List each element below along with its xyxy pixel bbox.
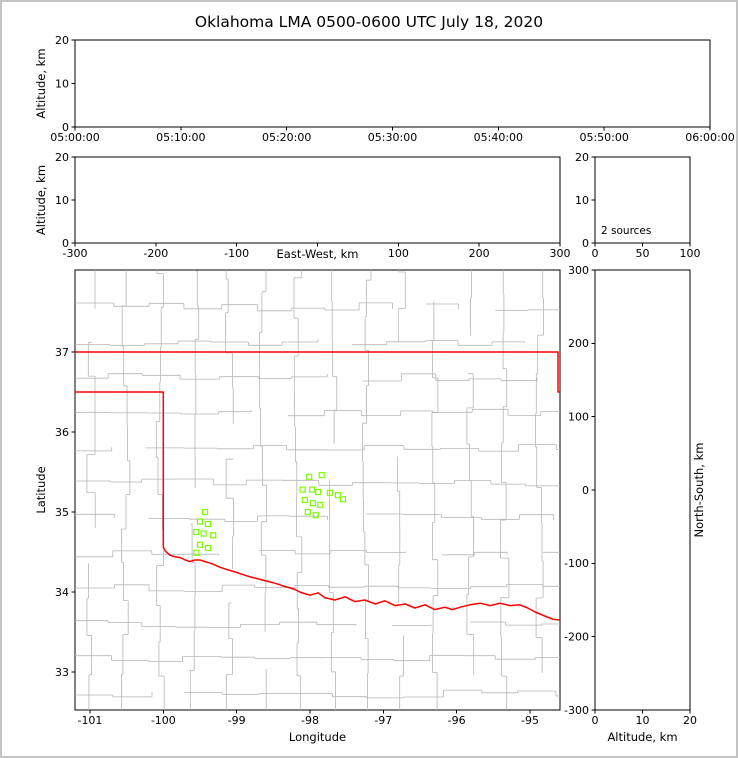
x-tick-label: 06:00:00 (685, 131, 734, 144)
county-boundaries (75, 270, 560, 710)
lma-station-marker (317, 501, 324, 508)
x-axis-label: Altitude, km (607, 730, 677, 744)
lma-station-marker (309, 486, 316, 493)
x-tick-label: 200 (469, 247, 490, 260)
lma-station-marker (326, 489, 333, 496)
x-tick-label: -98 (301, 714, 319, 727)
x-tick-label: 0 (592, 247, 599, 260)
y-tick-label: 20 (575, 151, 589, 164)
lma-station-marker (306, 473, 313, 480)
y-tick-label: 10 (55, 77, 69, 90)
x-axis-label: East-West, km (277, 247, 359, 261)
y-tick-label: 0 (582, 237, 589, 250)
lma-station-marker (301, 496, 308, 504)
y-tick-label: 0 (62, 121, 69, 134)
y-tick-label: -300 (564, 704, 589, 717)
lma-station-marker (193, 528, 200, 536)
lma-station-marker (315, 488, 322, 496)
y-tick-label: 10 (55, 194, 69, 207)
lma-station-marker (339, 496, 347, 503)
x-tick-label: 05:30:00 (368, 131, 417, 144)
figure-title: Oklahoma LMA 0500-0600 UTC July 18, 2020 (195, 13, 543, 31)
panel-border (74, 269, 561, 711)
source-count-annotation: 2 sources (601, 225, 651, 237)
x-tick-label: 05:10:00 (156, 131, 205, 144)
x-tick-label: -200 (143, 247, 168, 260)
x-tick-label: 100 (680, 247, 701, 260)
lma-station-marker (318, 472, 325, 479)
north-south-height-panel: 0 10 20 300 200 100 0 -100 -200 -300 Altitude, km N… (564, 264, 706, 744)
y-tick-label: 36 (55, 426, 69, 439)
y-tick-label: 20 (55, 34, 69, 47)
lma-station-marker (304, 508, 311, 516)
x-tick-label: 10 (636, 714, 650, 727)
panel-border (74, 156, 561, 244)
lma-station-marker (196, 541, 204, 548)
y-tick-label: 37 (55, 346, 69, 359)
y-tick-label: 300 (568, 264, 589, 277)
panel-border (74, 39, 711, 128)
x-tick-label: 100 (388, 247, 409, 260)
time-height-panel: 05:00:00 05:10:00 05:20:00 05:30:00 05:40:00… (34, 34, 735, 144)
lma-station-marker (204, 544, 212, 552)
y-axis-label: Altitude, km (34, 48, 48, 118)
y-tick-label: 35 (55, 506, 69, 519)
y-tick-label: -100 (564, 557, 589, 570)
lma-station-marker (210, 532, 217, 539)
lma-station-marker (204, 520, 212, 528)
y-axis-label: Latitude (34, 466, 48, 513)
y-tick-label: -200 (564, 630, 589, 643)
y-tick-label: 33 (55, 666, 69, 679)
x-tick-label: 50 (636, 247, 650, 260)
map-content (75, 270, 560, 710)
y-axis-label: Altitude, km (34, 165, 48, 235)
x-tick-label: 05:40:00 (474, 131, 523, 144)
lma-station-marker (299, 486, 306, 493)
y-tick-label: 0 (582, 484, 589, 497)
lma-station-marker (202, 508, 209, 516)
y-axis-label: North-South, km (692, 443, 706, 538)
x-tick-label: -95 (521, 714, 539, 727)
x-tick-label: 05:20:00 (262, 131, 311, 144)
lma-station-marker (312, 512, 319, 519)
y-tick-label: 34 (55, 586, 69, 599)
x-tick-label: -100 (224, 247, 249, 260)
y-tick-label: 0 (62, 237, 69, 250)
lma-station-marker (196, 518, 204, 525)
y-tick-label: 200 (568, 337, 589, 350)
x-tick-label: -96 (448, 714, 466, 727)
x-tick-label: 300 (550, 247, 571, 260)
x-tick-label: -300 (63, 247, 88, 260)
panel-border (594, 269, 691, 711)
x-tick-label: -99 (228, 714, 246, 727)
x-tick-label: 05:50:00 (579, 131, 628, 144)
lma-station-marker (200, 530, 207, 537)
x-tick-label: -100 (151, 714, 176, 727)
y-tick-label: 10 (575, 194, 589, 207)
lma-station-marker (334, 492, 341, 499)
x-tick-label: -101 (77, 714, 102, 727)
x-axis-label: Longitude (289, 730, 346, 744)
state-border-north (75, 351, 560, 393)
lma-station-marker (193, 549, 200, 556)
x-tick-label: 05:00:00 (50, 131, 99, 144)
y-tick-label: 20 (55, 151, 69, 164)
lma-station-marker (309, 500, 316, 507)
east-west-height-panel: -300 -200 -100 100 200 300 0 10 20 East-West, km A… (34, 151, 571, 261)
y-tick-label: 100 (568, 410, 589, 423)
source-count-panel: 0 50 100 0 10 20 2 sources (575, 151, 701, 260)
x-tick-label: 20 (683, 714, 697, 727)
x-tick-label: 0 (592, 714, 599, 727)
x-tick-label: -97 (374, 714, 392, 727)
plan-view-map-panel: -101 -100 -99 -98 -97 -96 -95 33 34 35 36 37 Longitu… (34, 269, 561, 744)
state-border-west-south-red-river (75, 391, 560, 621)
